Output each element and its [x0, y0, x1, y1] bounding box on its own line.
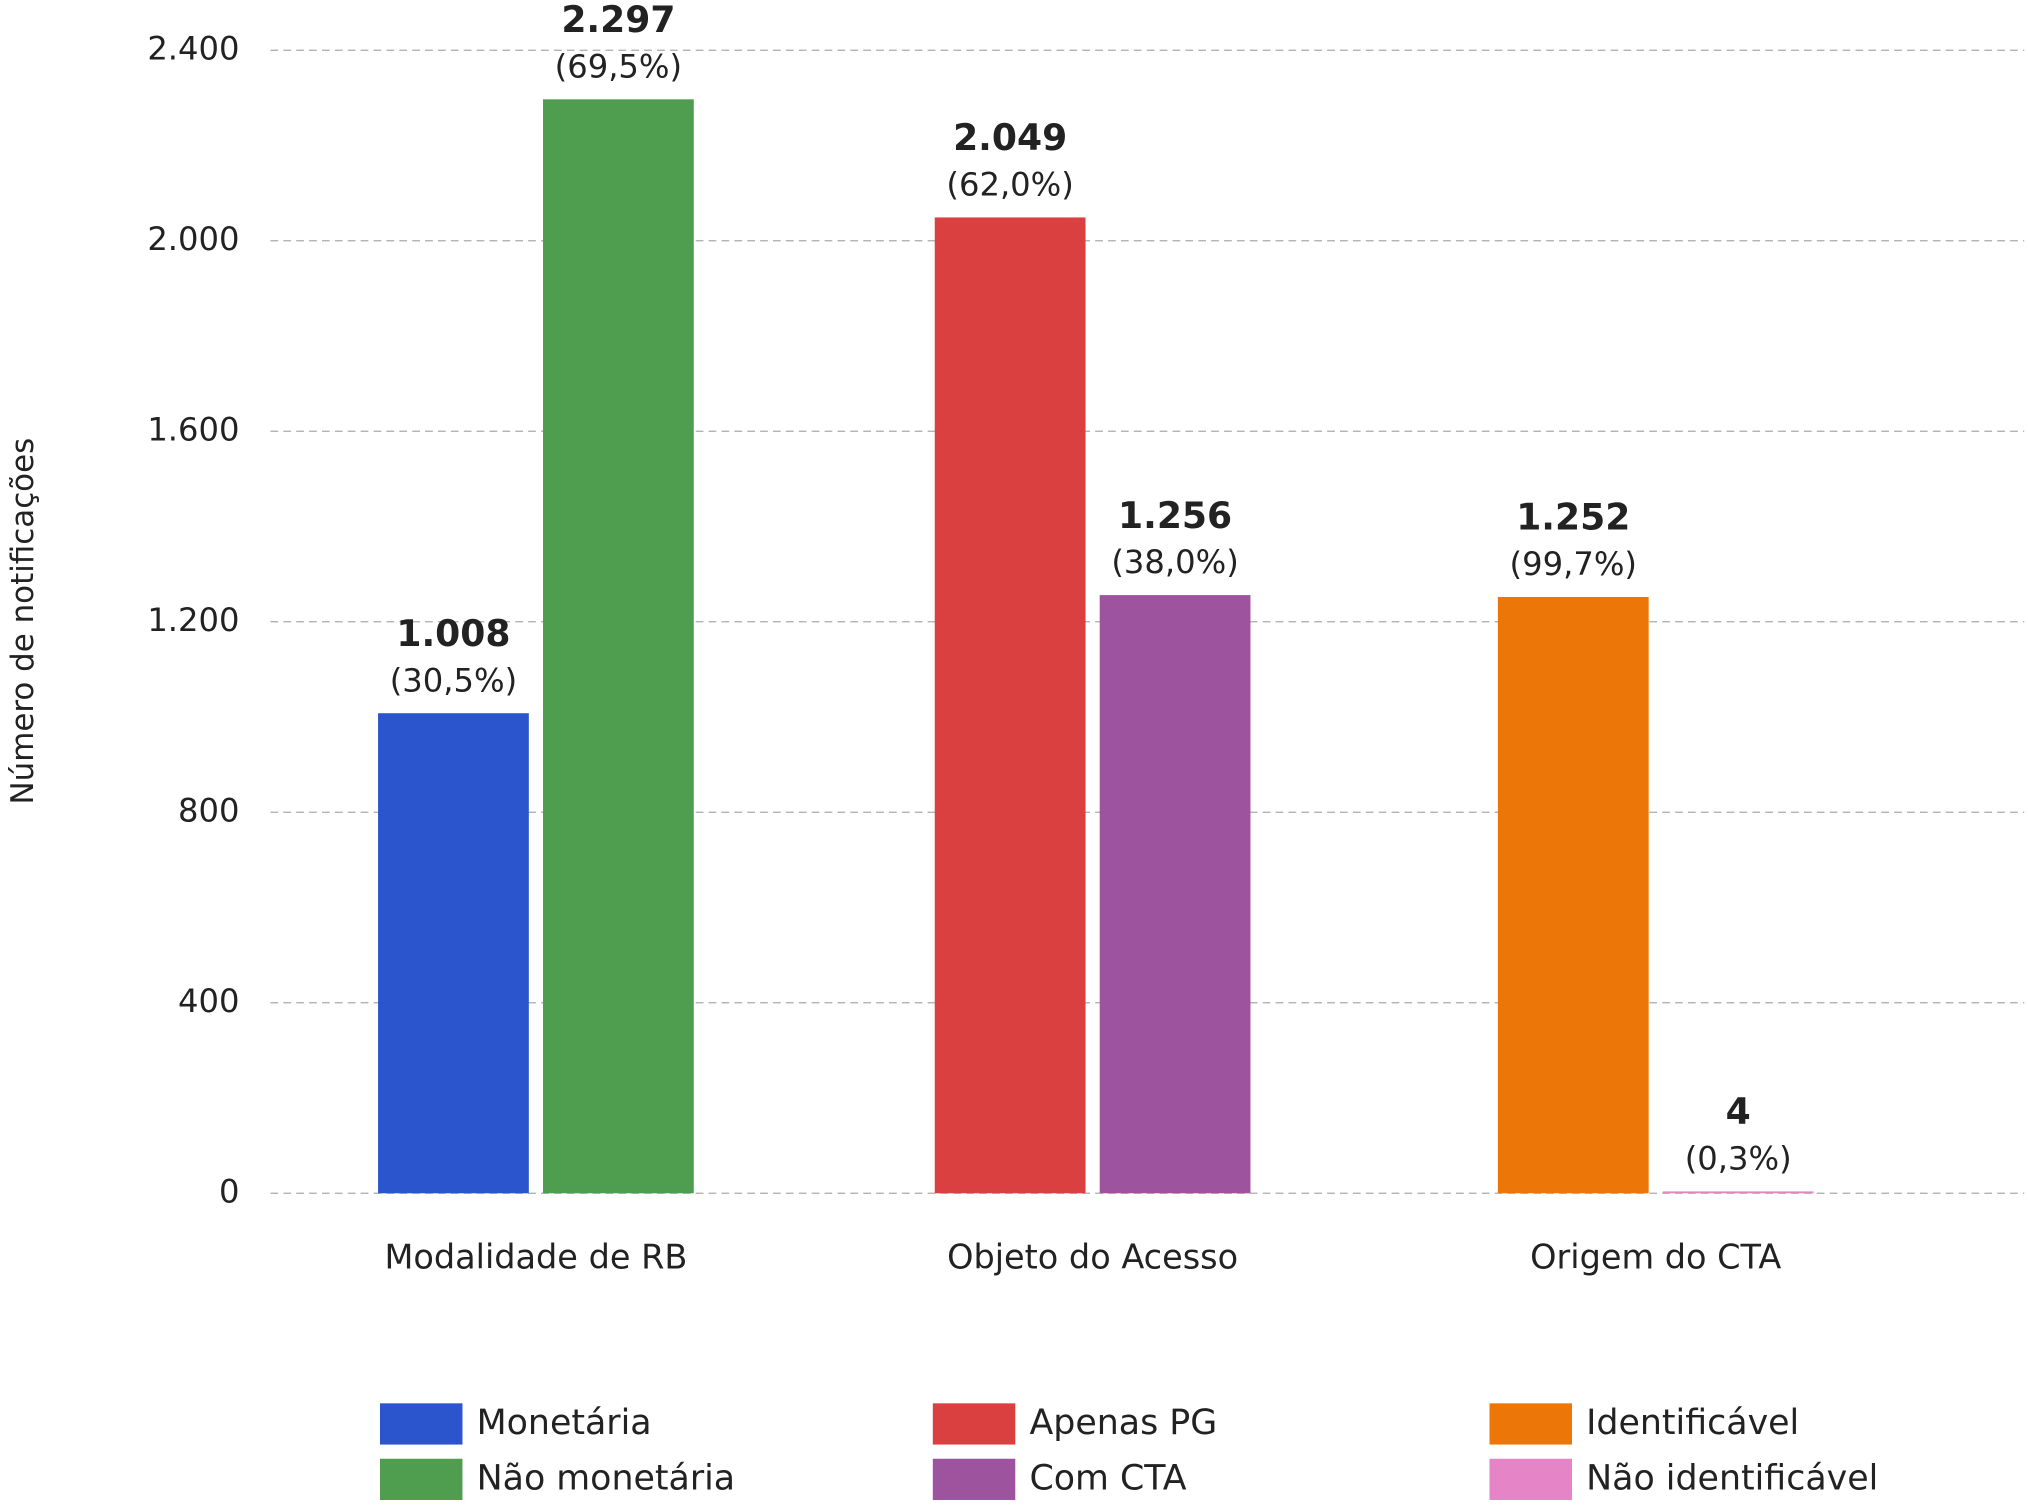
y-tick-label: 2.000: [147, 220, 239, 258]
x-tick-label: Modalidade de RB: [384, 1238, 687, 1277]
legend-swatch: [932, 1458, 1016, 1500]
y-tick-label: 1.600: [147, 410, 239, 448]
legend-label: Monetária: [477, 1403, 652, 1443]
value-label: 2.049: [953, 117, 1067, 159]
legend-label: Com CTA: [1029, 1458, 1186, 1498]
legend-swatch: [379, 1458, 463, 1500]
y-tick-label: 800: [178, 791, 239, 829]
legend-swatch: [379, 1403, 463, 1445]
x-tick-label: Objeto do Acesso: [947, 1238, 1238, 1277]
percent-label: (38,0%): [1111, 543, 1238, 581]
y-axis-label: Número de notificações: [5, 438, 41, 805]
percent-label: (30,5%): [390, 661, 517, 699]
legend-label: Apenas PG: [1029, 1403, 1217, 1443]
legend-swatch: [932, 1403, 1016, 1445]
bar: [378, 713, 529, 1194]
bar: [543, 99, 694, 1194]
bar: [1099, 595, 1251, 1194]
y-tick-label: 0: [219, 1172, 240, 1210]
value-label: 1.252: [1516, 497, 1630, 539]
y-tick-label: 400: [178, 982, 239, 1020]
legend-label: Não monetária: [477, 1458, 736, 1498]
bar: [934, 217, 1086, 1194]
legend-swatch: [1489, 1403, 1572, 1445]
bar: [1662, 1191, 1814, 1194]
legend-label: Não identificável: [1586, 1458, 1878, 1498]
bar: [1497, 597, 1649, 1194]
percent-label: (99,7%): [1510, 545, 1637, 583]
y-tick-label: 1.200: [147, 601, 239, 639]
value-label: 1.008: [396, 613, 510, 655]
y-tick-label: 2.400: [147, 29, 239, 67]
x-tick-label: Origem do CTA: [1530, 1238, 1781, 1277]
percent-label: (0,3%): [1685, 1139, 1792, 1177]
legend-label: Identificável: [1586, 1403, 1799, 1443]
value-label: 2.297: [561, 0, 675, 41]
value-label: 4: [1726, 1091, 1751, 1133]
value-label: 1.256: [1118, 495, 1232, 537]
percent-label: (62,0%): [946, 165, 1073, 203]
percent-label: (69,5%): [555, 47, 682, 85]
legend-swatch: [1489, 1458, 1572, 1500]
